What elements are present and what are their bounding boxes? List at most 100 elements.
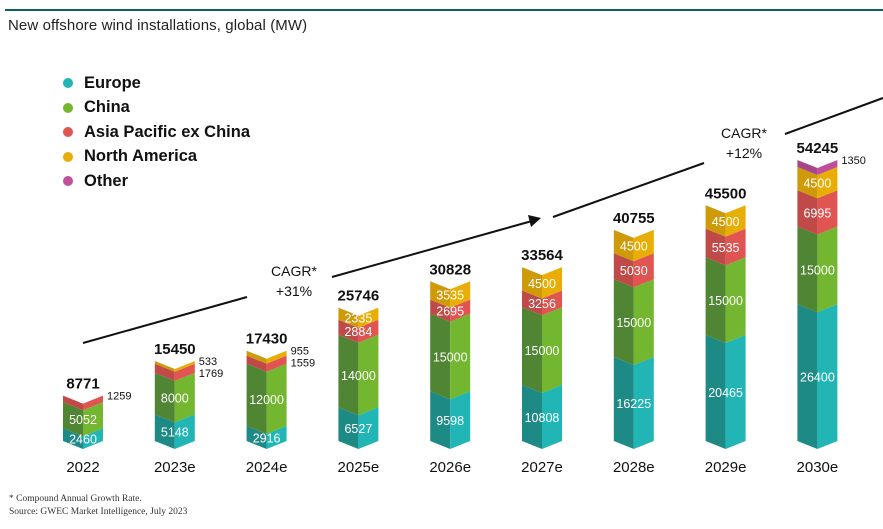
bar-2022: 2460 5052 1259 8771 2022 bbox=[63, 376, 131, 476]
bar-segment-left-face bbox=[522, 385, 542, 449]
segment-value-label: 15000 bbox=[800, 263, 835, 277]
legend-label: North America bbox=[84, 147, 198, 166]
bar-total-label: 8771 bbox=[66, 376, 99, 393]
legend-dot-icon bbox=[63, 151, 73, 162]
bar-segment-right-face bbox=[358, 407, 379, 449]
bar-segment-right-face bbox=[725, 205, 746, 237]
legend-item-other: Other bbox=[63, 169, 250, 194]
segment-value-label: 2884 bbox=[344, 325, 372, 339]
bar-total-label: 54245 bbox=[797, 140, 839, 157]
x-tick-label: 2025e bbox=[338, 459, 380, 476]
bar-2029e: 20465 15000 5535 4500 45500 2029e bbox=[705, 185, 747, 476]
footnote-source: Source: GWEC Market Intelligence, July 2… bbox=[9, 507, 188, 517]
bar-2028e: 16225 15000 5030 4500 40755 2028e bbox=[613, 210, 655, 476]
segment-value-label: 9598 bbox=[436, 414, 464, 428]
segment-value-label: 5052 bbox=[69, 413, 97, 427]
bar-segment-left-face bbox=[797, 160, 818, 175]
bar-segment-left-face bbox=[338, 319, 359, 343]
bar-segment-left-face bbox=[246, 350, 267, 364]
segment-value-label: 8000 bbox=[161, 392, 189, 406]
bar-segment-left-face bbox=[522, 290, 542, 316]
legend-label: China bbox=[84, 98, 130, 117]
cagr-annotation-1: CAGR* +31% bbox=[271, 263, 317, 299]
x-tick-label: 2027e bbox=[521, 459, 563, 476]
segment-value-label: 5535 bbox=[712, 241, 740, 255]
segment-value-label: 5030 bbox=[620, 264, 648, 278]
bar-segment-left-face bbox=[613, 356, 634, 449]
segment-value-label: 6527 bbox=[344, 422, 372, 436]
bar-segment-right-face bbox=[542, 307, 562, 394]
chart-title: New offshore wind installations, global … bbox=[8, 17, 308, 34]
x-tick-label: 2022 bbox=[66, 459, 99, 476]
bar-segment-right-face bbox=[633, 279, 654, 365]
bar-segment-right-face bbox=[817, 166, 838, 199]
segment-value-label-outside: 1259 bbox=[107, 391, 131, 403]
trend-line-segment bbox=[82, 296, 248, 344]
bar-segment-right-face bbox=[725, 334, 746, 449]
trend-line-segment bbox=[552, 162, 705, 218]
bar-segment-right-face bbox=[817, 304, 838, 449]
bar-segment-right-face bbox=[174, 363, 195, 381]
bar-segment-right-face bbox=[633, 253, 654, 288]
cagr-label: CAGR* bbox=[271, 263, 317, 279]
bar-segment-left-face bbox=[705, 334, 726, 449]
trend-line-segment bbox=[784, 97, 883, 135]
bar-segment-right-face bbox=[725, 228, 746, 266]
bar-segment-right-face bbox=[817, 226, 838, 313]
segment-value-label: 3256 bbox=[528, 297, 556, 311]
segment-value-label-outside: 533 bbox=[199, 356, 217, 368]
bar-segment-left-face bbox=[338, 307, 359, 328]
bar-total-label: 25746 bbox=[338, 288, 380, 305]
trend-line-segment bbox=[331, 220, 533, 278]
bar-segment-left-face bbox=[154, 414, 175, 449]
bar-segment-left-face bbox=[338, 334, 359, 416]
cagr-label: CAGR* bbox=[721, 125, 767, 141]
bar-segment-right-face bbox=[542, 385, 562, 449]
bar-segment-left-face bbox=[522, 267, 542, 299]
bar-total-label: 45500 bbox=[705, 185, 747, 202]
top-rule bbox=[5, 9, 883, 11]
segment-value-label: 14000 bbox=[341, 369, 376, 383]
cagr-annotation-2: CAGR* +12% bbox=[721, 125, 767, 161]
segment-value-label: 4500 bbox=[620, 240, 648, 254]
bar-2026e: 9598 15000 2695 3535 30828 2026e bbox=[429, 261, 471, 476]
segment-value-label: 6995 bbox=[803, 206, 831, 220]
bar-segment-right-face bbox=[450, 281, 471, 308]
bar-segment-right-face bbox=[817, 190, 838, 235]
bar-segment-right-face bbox=[450, 391, 471, 449]
x-tick-label: 2026e bbox=[429, 459, 471, 476]
x-tick-label: 2030e bbox=[797, 459, 839, 476]
legend-dot-icon bbox=[63, 176, 73, 187]
legend-dot-icon bbox=[63, 127, 73, 138]
bar-total-label: 15450 bbox=[154, 341, 196, 358]
bar-segment-left-face bbox=[613, 229, 634, 262]
cagr-value: +31% bbox=[276, 283, 312, 299]
bar-segment-left-face bbox=[797, 304, 818, 449]
bar-total-label: 17430 bbox=[246, 331, 288, 348]
segment-value-label: 12000 bbox=[249, 393, 284, 407]
bar-segment-left-face bbox=[522, 307, 542, 394]
bar-segment-right-face bbox=[266, 350, 287, 364]
bar-segment-right-face bbox=[83, 402, 103, 437]
bar-segment-left-face bbox=[154, 360, 175, 372]
bar-segment-right-face bbox=[174, 360, 195, 372]
legend-dot-icon bbox=[63, 78, 73, 89]
segment-value-label-outside: 1350 bbox=[841, 155, 865, 167]
bar-segment-left-face bbox=[705, 228, 726, 266]
segment-value-label: 4500 bbox=[528, 277, 556, 291]
segment-value-label: 16225 bbox=[616, 397, 651, 411]
x-tick-label: 2023e bbox=[154, 459, 196, 476]
bar-total-label: 40755 bbox=[613, 210, 655, 227]
legend-item-asia-pacific: Asia Pacific ex China bbox=[63, 120, 250, 145]
bar-segment-left-face bbox=[613, 253, 634, 288]
bar-total-label: 33564 bbox=[521, 247, 563, 264]
bar-segment-left-face bbox=[430, 299, 451, 322]
segment-value-label: 15000 bbox=[708, 294, 743, 308]
legend-label: Other bbox=[84, 171, 129, 190]
bar-segment-left-face bbox=[246, 425, 267, 449]
bar-2027e: 10808 15000 3256 4500 33564 2027e bbox=[521, 247, 563, 476]
